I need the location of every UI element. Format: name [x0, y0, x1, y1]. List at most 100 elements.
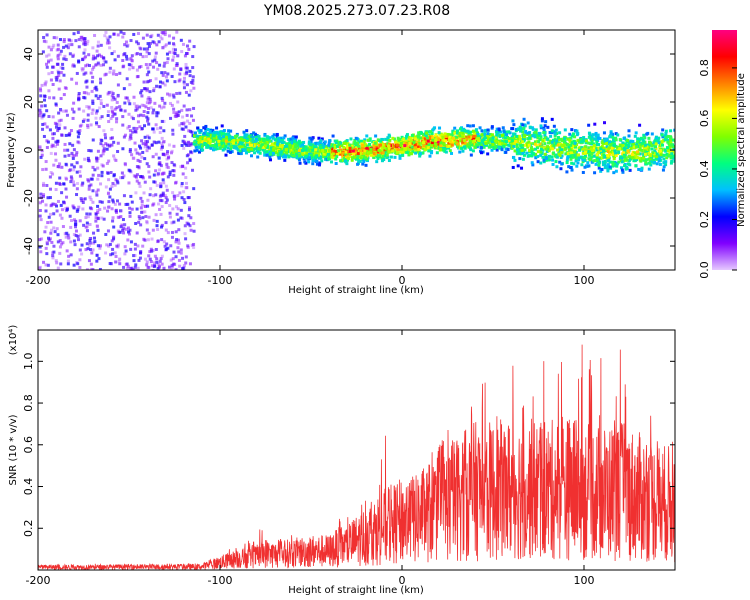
heatmap-cell	[141, 142, 145, 146]
heatmap-cell	[105, 243, 109, 247]
heatmap-cell	[167, 143, 171, 147]
heatmap-cell	[147, 231, 151, 235]
heatmap-cell	[75, 193, 79, 197]
heatmap-cell	[485, 133, 489, 137]
heatmap-cell	[128, 83, 132, 87]
heatmap-cell	[86, 215, 90, 219]
heatmap-cell	[201, 148, 205, 152]
heatmap-cell	[152, 218, 156, 222]
heatmap-cell	[542, 128, 546, 132]
heatmap-cell	[459, 139, 463, 143]
heatmap-cell	[64, 162, 68, 166]
heatmap-cell	[77, 45, 81, 49]
heatmap-cell	[161, 46, 165, 50]
heatmap-x-tick-label: 100	[574, 274, 595, 287]
heatmap-cell	[408, 148, 412, 152]
heatmap-cell	[157, 40, 161, 44]
heatmap-cell	[354, 146, 358, 150]
heatmap-cell	[152, 130, 156, 134]
heatmap-cell	[57, 71, 61, 75]
heatmap-cell	[65, 249, 69, 253]
heatmap-cell	[100, 200, 104, 204]
heatmap-cell	[61, 62, 65, 66]
heatmap-cell	[52, 96, 56, 100]
heatmap-cell	[106, 192, 110, 196]
heatmap-cell	[170, 74, 174, 78]
heatmap-cell	[504, 147, 508, 151]
heatmap-cell	[76, 30, 80, 34]
heatmap-cell	[537, 131, 541, 135]
heatmap-cell	[75, 81, 79, 85]
heatmap-cell	[111, 198, 115, 202]
heatmap-cell	[372, 143, 376, 147]
heatmap-y-tick-label: 0	[22, 147, 35, 154]
heatmap-cell	[141, 150, 145, 154]
heatmap-cell	[320, 159, 324, 163]
heatmap-cell	[454, 135, 458, 139]
heatmap-cell	[92, 65, 96, 69]
heatmap-cell	[58, 123, 62, 127]
heatmap-cell	[148, 41, 152, 45]
heatmap-cell	[128, 57, 132, 61]
heatmap-cell	[401, 152, 405, 156]
heatmap-cell	[143, 204, 147, 208]
heatmap-cell	[536, 160, 540, 164]
heatmap-cell	[193, 149, 197, 153]
heatmap-cell	[128, 67, 132, 71]
heatmap-cell	[184, 176, 188, 180]
heatmap-cell	[94, 116, 98, 120]
heatmap-cell	[104, 142, 108, 146]
heatmap-cell	[547, 158, 551, 162]
heatmap-cell	[427, 142, 431, 146]
heatmap-cell	[653, 149, 657, 153]
heatmap-cell	[42, 39, 46, 43]
heatmap-cell	[76, 262, 80, 266]
heatmap-cell	[531, 127, 535, 131]
heatmap-cell	[262, 139, 266, 143]
heatmap-cell	[116, 33, 120, 37]
heatmap-cell	[170, 221, 174, 225]
heatmap-cell	[108, 46, 112, 50]
heatmap-cell	[551, 138, 555, 142]
heatmap-cell	[474, 137, 478, 141]
heatmap-cell	[250, 143, 254, 147]
heatmap-cell	[208, 130, 212, 134]
heatmap-cell	[89, 262, 93, 266]
heatmap-cell	[587, 123, 591, 127]
heatmap-cell	[310, 146, 314, 150]
heatmap-cell	[88, 244, 92, 248]
heatmap-cell	[570, 161, 574, 165]
heatmap-cell	[87, 148, 91, 152]
heatmap-cell	[317, 136, 321, 140]
heatmap-cell	[142, 47, 146, 51]
heatmap-cell	[543, 152, 547, 156]
heatmap-cell	[395, 150, 399, 154]
heatmap-cell	[162, 181, 166, 185]
heatmap-cell	[577, 156, 581, 160]
heatmap-cell	[183, 224, 187, 228]
heatmap-cell	[211, 128, 215, 132]
heatmap-cell	[83, 40, 87, 44]
heatmap-cell	[603, 155, 607, 159]
heatmap-cell	[40, 153, 44, 157]
heatmap-cell	[48, 175, 52, 179]
heatmap-cell	[258, 137, 262, 141]
heatmap-cell	[142, 80, 146, 84]
heatmap-cell	[75, 170, 79, 174]
heatmap-cell	[671, 145, 675, 149]
heatmap-cell	[123, 52, 127, 56]
heatmap-cell	[285, 142, 289, 146]
heatmap-cell	[658, 141, 662, 145]
heatmap-cell	[537, 140, 541, 144]
heatmap-cell	[600, 141, 604, 145]
heatmap-cell	[608, 152, 611, 156]
heatmap-cell	[146, 119, 150, 123]
heatmap-cell	[174, 268, 178, 270]
heatmap-cell	[59, 66, 63, 70]
heatmap-cell	[124, 163, 128, 167]
heatmap-cell	[484, 128, 488, 132]
heatmap-cell	[127, 232, 131, 236]
heatmap-cell	[468, 124, 472, 128]
heatmap-cell	[53, 202, 57, 206]
heatmap-cell	[148, 63, 152, 67]
